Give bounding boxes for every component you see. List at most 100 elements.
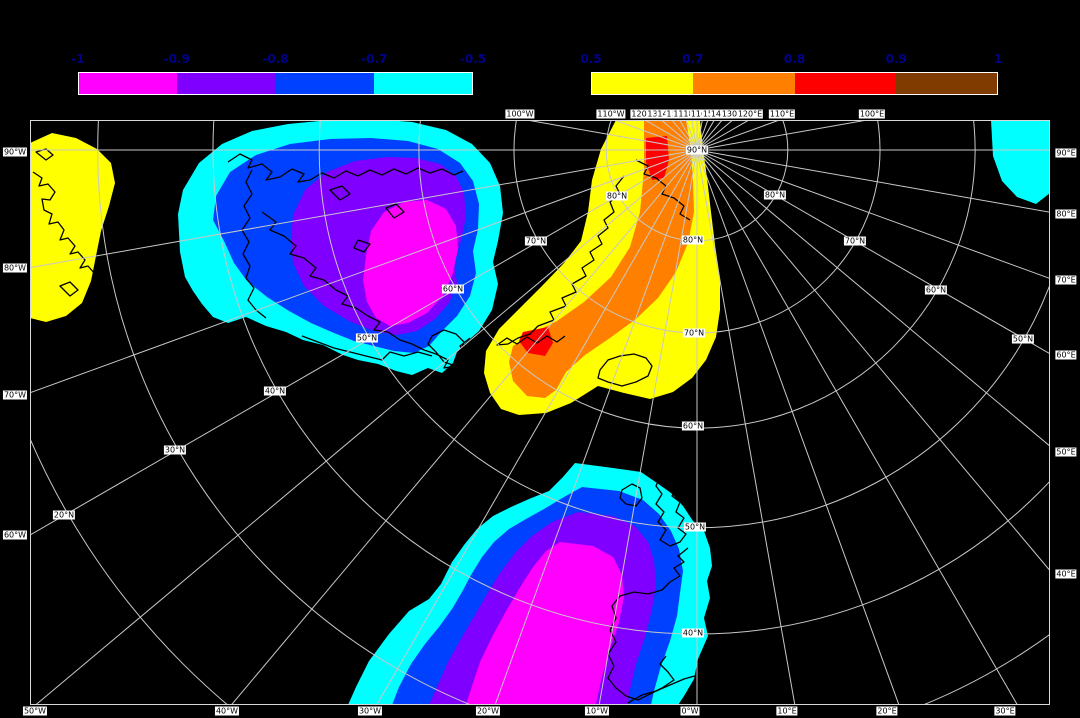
coastline-france-coast [619, 547, 689, 597]
lon-label-left: 90°W [2, 147, 28, 157]
colorbar-positive-tick-label: 0.7 [682, 52, 704, 66]
meridian-70 [696, 149, 1050, 280]
lat-label: 80°N [763, 190, 787, 200]
meridian--80 [30, 149, 698, 269]
lon-label-bottom: 50°W [22, 706, 48, 716]
meridian--40 [230, 149, 698, 705]
lat-label: 40°N [681, 628, 705, 638]
colorbar-negative-tick-label: -1 [71, 52, 85, 66]
colorbar-positive-tick-label: 0.5 [580, 52, 602, 66]
region-nw-yellow-patch [30, 133, 115, 322]
coastline-iberia [607, 595, 675, 701]
colorbar-negative-segment [177, 73, 276, 94]
lon-label-bottom: 0°W [680, 706, 700, 716]
lon-label-right: 90°E [1055, 148, 1077, 158]
lon-label-bottom: 20°W [475, 706, 501, 716]
lon-label-right: 50°E [1055, 447, 1077, 457]
lat-label: 60°N [441, 284, 465, 294]
lon-label-left: 60°W [2, 530, 28, 540]
lon-label-bottom: 40°W [214, 706, 240, 716]
lat-label: 60°N [924, 285, 948, 295]
coastline-labrador-coast [261, 211, 471, 369]
colorbar-positive-segment [794, 73, 896, 94]
lon-label-right: 70°E [1055, 275, 1077, 285]
lat-label: 40°N [263, 386, 287, 396]
lon-label-top: 110°W [596, 109, 626, 119]
coastline-canada-arctic-coast [227, 153, 464, 183]
coastline-st-lawrence [301, 335, 433, 361]
colorbar-negative-segment [275, 73, 374, 94]
coastline-newfoundland [427, 329, 467, 367]
region-canada-magenta [363, 200, 458, 326]
meridian--70 [30, 149, 698, 394]
coastlines [32, 148, 707, 704]
lat-label: 80°N [681, 235, 705, 245]
lat-label: 50°N [683, 522, 707, 532]
lon-label-bottom: 10°W [584, 706, 610, 716]
region-atlantic-magenta [466, 542, 624, 705]
lon-label-top: 100°E [858, 109, 886, 119]
lat-label: 90°N [685, 145, 709, 155]
coastline-iceland [597, 353, 653, 387]
lat-label: 20°N [52, 510, 76, 520]
coastline-greenland-east-coast [496, 175, 625, 346]
colorbar-positive-segment [895, 73, 997, 94]
coastline-hudson-bay-east-shore [241, 169, 267, 319]
coastline-africa-coast [627, 668, 707, 704]
meridian--50 [34, 149, 698, 705]
meridian--30 [375, 149, 698, 705]
colorbar-positive-segment [693, 73, 795, 94]
meridian-10 [696, 149, 796, 705]
colorbar-positive-segment [592, 73, 694, 94]
colorbar-negative-tick-label: -0.5 [459, 52, 487, 66]
meridian--60 [30, 149, 698, 536]
coastline-ireland [619, 483, 643, 507]
meridian-80 [696, 149, 1050, 213]
meridian-170 [696, 120, 703, 151]
lon-label-bottom: 20°E [876, 706, 898, 716]
lat-label: 60°N [681, 421, 705, 431]
coastline-great-britain [655, 467, 687, 547]
colorbar-positive-tick-label: 1 [993, 52, 1003, 66]
colorbar-positive-tick-label: 0.8 [783, 52, 806, 66]
lon-label-top: 120°E [736, 109, 764, 119]
colorbar-negative-segment [79, 73, 178, 94]
lat-label: 50°N [1011, 334, 1035, 344]
colorbar-negative-tick-label: -0.7 [361, 52, 388, 66]
lat-label: 70°N [843, 236, 867, 246]
meridian-40 [696, 149, 1050, 572]
meridian--20 [494, 149, 698, 705]
lon-label-right: 40°E [1055, 569, 1077, 579]
lon-label-top: 120°W [630, 109, 660, 119]
lon-label-right: 80°E [1055, 209, 1077, 219]
colorbar-negative-tick-label: -0.9 [163, 52, 190, 66]
colorbar-positive-tick-label: 0.9 [885, 52, 907, 66]
lon-label-top: 130°E [720, 109, 748, 119]
lon-label-left: 80°W [2, 263, 28, 273]
meridian-20 [696, 149, 900, 705]
lon-label-bottom: 30°E [994, 706, 1016, 716]
meridian-30 [696, 149, 1019, 705]
meridian-60 [696, 149, 1050, 355]
lon-label-right: 60°E [1055, 350, 1077, 360]
coastline-canada-lakes-islands [329, 185, 405, 253]
lon-label-left: 70°W [2, 390, 28, 400]
region-greenland-band-orange [509, 120, 694, 398]
map-frame [30, 120, 1050, 705]
lon-label-bottom: 10°E [776, 706, 798, 716]
lat-label: 80°N [605, 191, 629, 201]
lon-label-top: 110°E [768, 109, 796, 119]
meridian--10 [598, 149, 698, 705]
lat-label: 50°N [355, 333, 379, 343]
meridian-50 [696, 149, 1050, 447]
colorbar-positive [591, 72, 998, 95]
colorbar-negative-segment [373, 73, 472, 94]
lon-label-bottom: 30°W [357, 706, 383, 716]
colorbar-negative [78, 72, 473, 95]
coastline-hudson-bay-west [32, 171, 96, 275]
lat-label: 70°N [524, 236, 548, 246]
colorbar-negative-tick-label: -0.8 [262, 52, 289, 66]
